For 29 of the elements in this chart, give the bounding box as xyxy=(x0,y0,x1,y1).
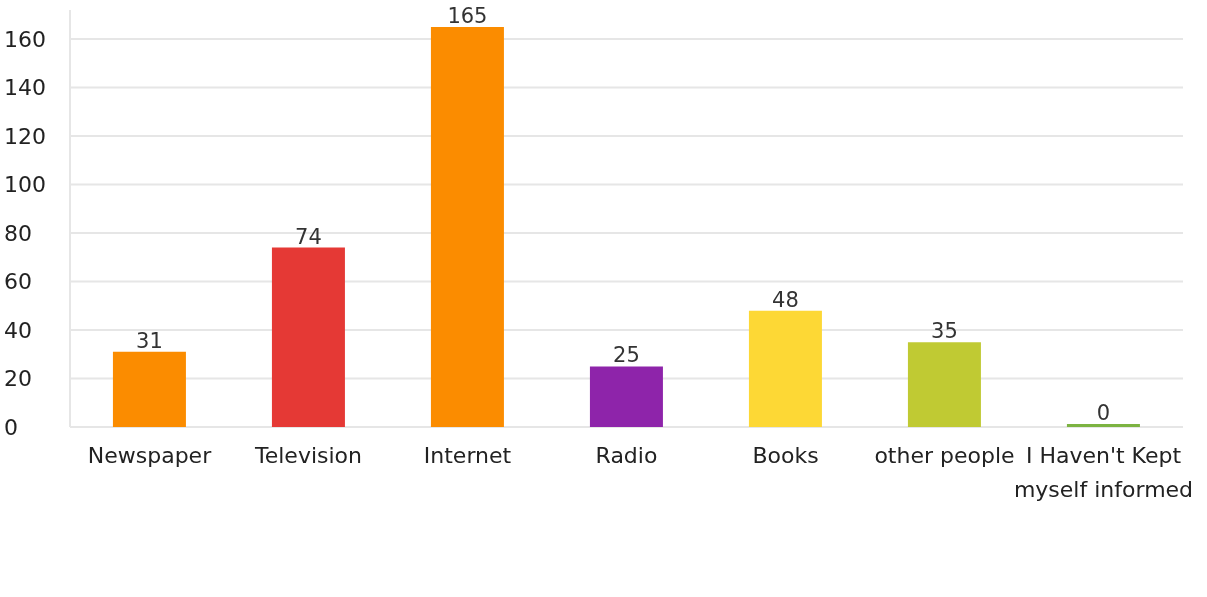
y-tick-label: 0 xyxy=(4,414,18,440)
bar xyxy=(430,26,504,427)
data-label: 0 xyxy=(1096,401,1111,425)
x-tick-label: Newspaper xyxy=(87,442,213,468)
x-tick-label: Books xyxy=(752,442,819,468)
y-tick-label: 100 xyxy=(4,172,46,198)
x-tick-label: Television xyxy=(254,442,362,468)
bar xyxy=(112,351,186,427)
data-label: 48 xyxy=(772,287,799,312)
data-label: 74 xyxy=(295,224,322,249)
y-tick-label: 80 xyxy=(4,220,32,246)
data-label: 25 xyxy=(613,343,640,368)
bar xyxy=(589,366,663,427)
y-tick-label: 20 xyxy=(4,366,32,392)
y-tick-label: 160 xyxy=(4,26,46,52)
y-tick-label: 140 xyxy=(4,75,46,101)
bar xyxy=(748,310,822,427)
x-tick-label: other people xyxy=(874,442,1015,468)
data-label: 165 xyxy=(447,3,488,28)
x-tick-label: Internet xyxy=(423,442,512,468)
data-label: 31 xyxy=(136,328,163,353)
x-tick-label: I Haven't Kept myself informed xyxy=(1013,442,1194,502)
y-tick-label: 60 xyxy=(4,269,32,295)
bar xyxy=(271,247,345,427)
data-label: 35 xyxy=(931,319,958,344)
x-tick-label: Radio xyxy=(595,442,658,468)
bar xyxy=(907,342,981,427)
y-tick-label: 120 xyxy=(4,123,46,149)
y-tick-label: 40 xyxy=(4,317,32,343)
